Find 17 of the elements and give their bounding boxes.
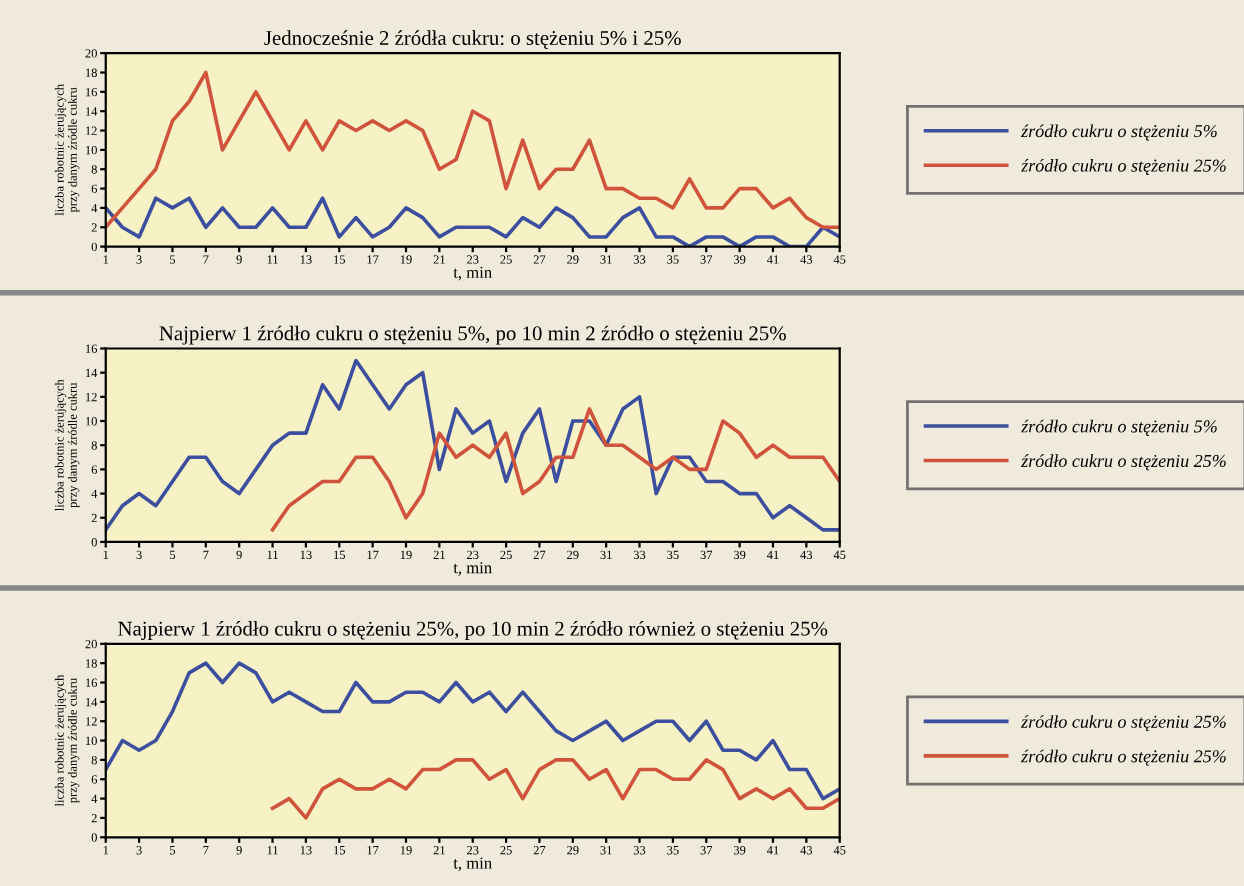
- legend-label: źródło cukru o stężeniu 25%: [1020, 454, 1226, 471]
- legend-label: źródło cukru o stężeniu 25%: [1020, 749, 1226, 766]
- line-series: [270, 407, 840, 532]
- line-series: [105, 661, 840, 801]
- chart-title: Najpierw 1 źródło cukru o stężeniu 5%, po 10 min 2 źródło o stężeniu 25%: [159, 325, 786, 345]
- legend-label: źródło cukru o stężeniu 5%: [1020, 124, 1217, 141]
- x-axis-title: t, min: [453, 857, 492, 872]
- x-axis-title: t, min: [453, 266, 492, 281]
- chart-title: Najpierw 1 źródło cukru o stężeniu 25%, po 10 min 2 źródło również o stężeniu 25%: [118, 621, 828, 640]
- legend-label: źródło cukru o stężeniu 25%: [1020, 715, 1226, 732]
- legend-label: źródło cukru o stężeniu 5%: [1020, 419, 1217, 436]
- x-axis-title: t, min: [453, 562, 492, 576]
- line-series: [105, 70, 840, 230]
- line-series: [270, 758, 840, 820]
- line-series: [105, 358, 840, 532]
- legend-label: źródło cukru o stężeniu 25%: [1020, 159, 1226, 176]
- chart-title: Jednocześnie 2 źródła cukru: o stężeniu 5% i 25%: [264, 30, 681, 49]
